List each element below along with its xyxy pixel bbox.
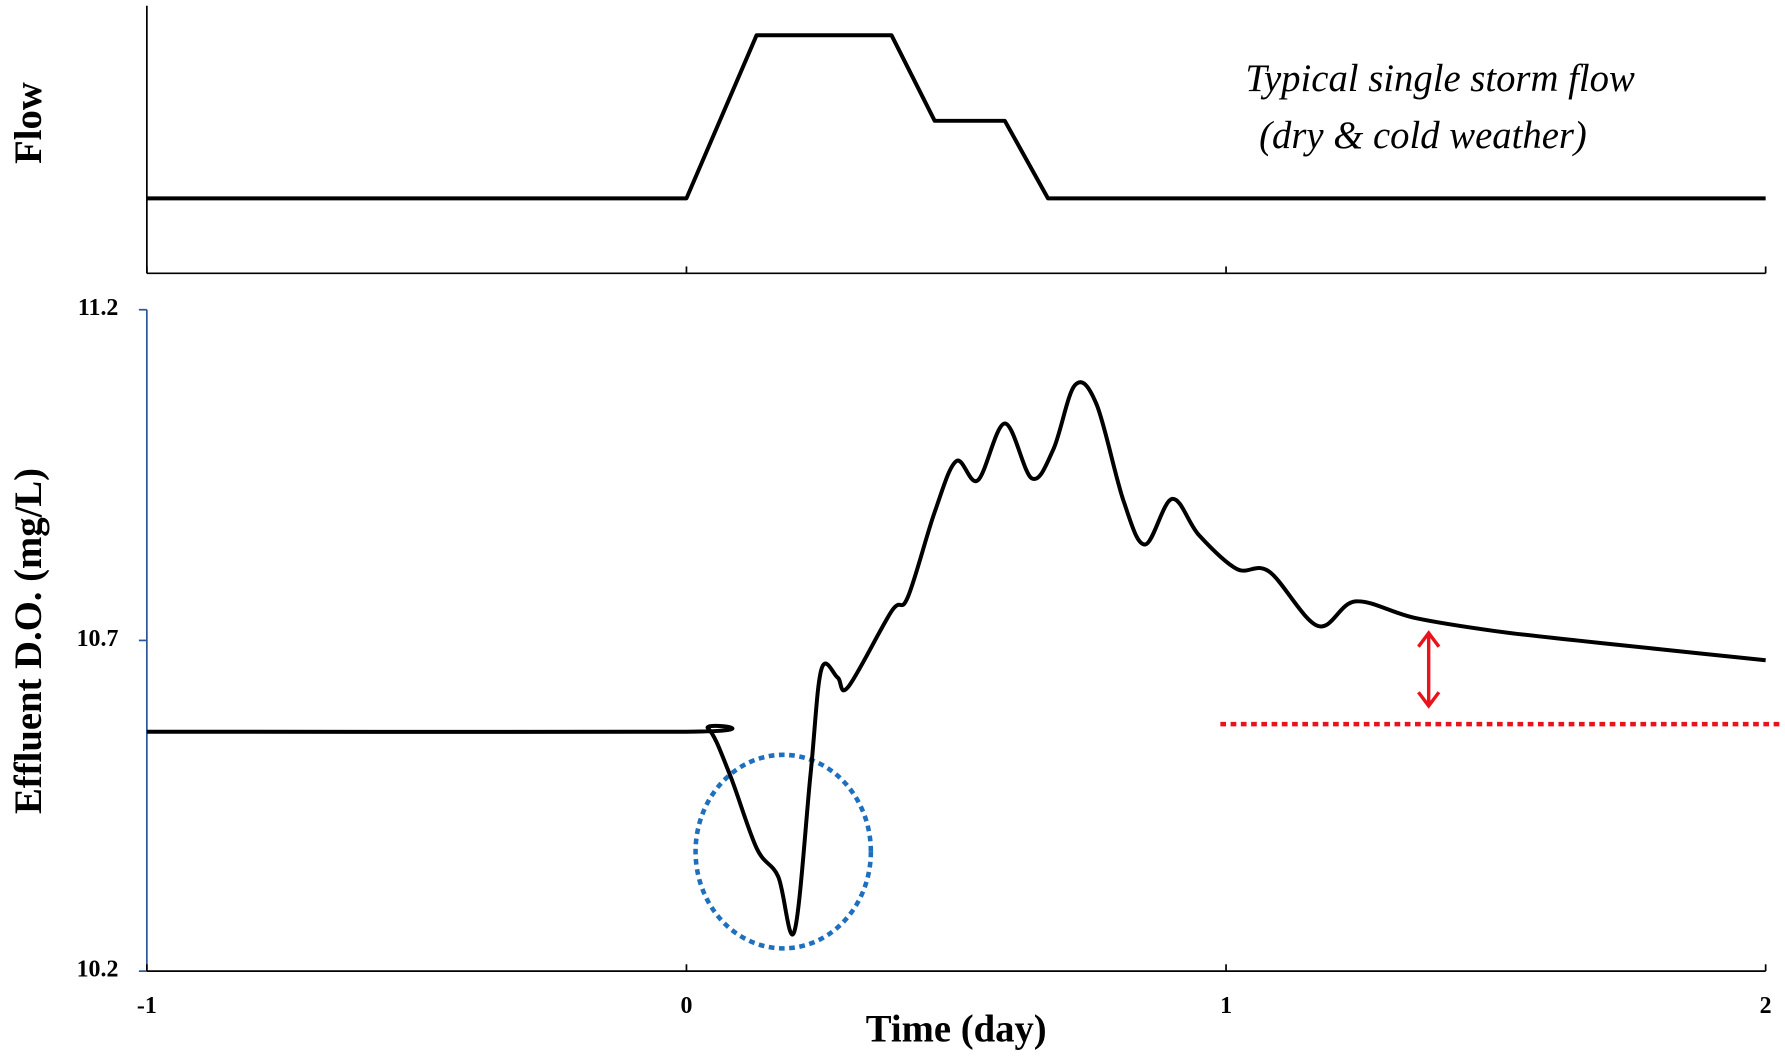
- x-tick-label: 0: [680, 993, 692, 1019]
- y-axis-label: Flow: [8, 82, 50, 164]
- annotation: Typical single storm flow: [1245, 58, 1635, 100]
- x-tick-label: 1: [1220, 993, 1232, 1019]
- y-axis-label: Effluent D.O. (mg/L): [8, 468, 50, 814]
- double-arrow: [1417, 630, 1441, 709]
- x-axis-label: Time (day): [866, 1008, 1047, 1050]
- y-tick-label: 11.2: [78, 295, 119, 321]
- y-tick-label: 10.2: [77, 957, 119, 983]
- data-line: [146, 33, 1766, 201]
- y-tick-label: 10.7: [77, 626, 119, 652]
- highlight-circle: [693, 752, 874, 951]
- x-tick-label: -1: [137, 993, 157, 1019]
- annotation: (dry & cold weather): [1259, 115, 1587, 157]
- data-line: [146, 380, 1766, 937]
- x-tick-label: 2: [1760, 993, 1772, 1019]
